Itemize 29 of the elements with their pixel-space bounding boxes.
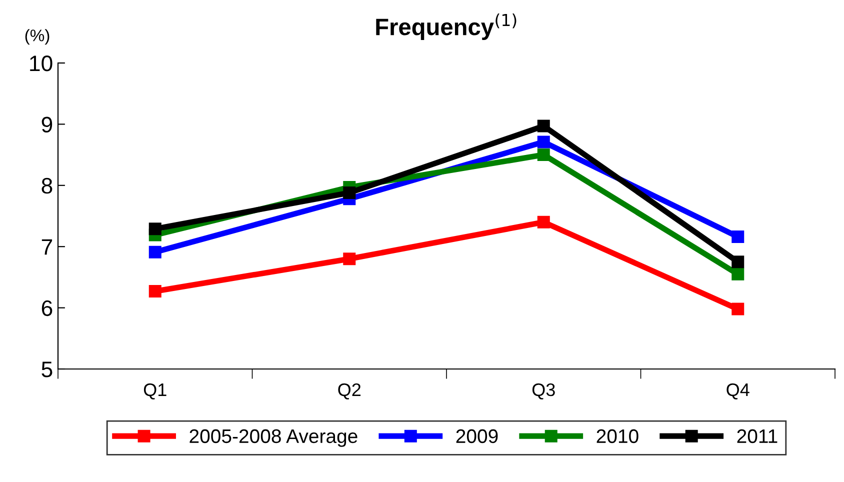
point	[148, 246, 162, 258]
point	[732, 268, 744, 280]
point	[537, 216, 550, 228]
point	[148, 285, 162, 298]
x-tick-label: Q2	[338, 383, 361, 400]
legend-label: 2009	[456, 429, 498, 444]
point	[148, 222, 162, 236]
point	[537, 136, 550, 148]
y-tick-label: 10	[30, 56, 52, 72]
point	[343, 252, 356, 266]
y-tick-label: 5	[42, 362, 52, 378]
point	[732, 302, 744, 316]
legend-label: 2010	[596, 429, 638, 444]
y-tick-label: 7	[42, 239, 52, 255]
point	[732, 230, 744, 244]
x-tick-label: Q1	[144, 383, 166, 400]
point	[732, 256, 744, 268]
y-tick-label: 8	[42, 178, 52, 194]
x-tick-label: Q3	[532, 383, 555, 400]
y-tick-label: 6	[42, 300, 52, 316]
point	[537, 148, 550, 162]
chart-title: Frequency$^{(1)}$	[376, 14, 516, 40]
point	[343, 186, 356, 199]
x-tick-label: Q4	[726, 383, 750, 400]
point	[537, 120, 550, 132]
legend-label: 2005-2008 Average	[190, 429, 358, 447]
y-tick-label: 9	[42, 116, 52, 132]
legend-label: 2011	[737, 429, 778, 444]
y-axis-title: (%)	[25, 29, 50, 45]
